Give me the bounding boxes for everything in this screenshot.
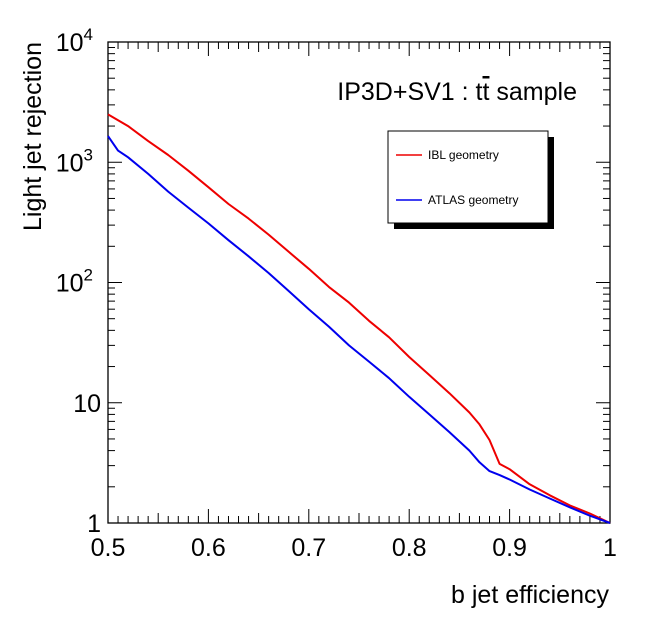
legend-box [387, 130, 549, 224]
x-tick-label: 0.8 [392, 534, 427, 562]
x-axis-label: b jet efficiency [451, 581, 609, 609]
x-tick-label: 0.9 [492, 534, 527, 562]
y-tick-label: 1 [87, 510, 101, 538]
plot-frame [107, 41, 611, 524]
y-tick-label: 103 [56, 145, 93, 177]
chart-annotation: IP3D+SV1 : tt sample [337, 78, 577, 106]
y-tick-exponent: 4 [84, 25, 93, 44]
x-tick-label: 0.5 [91, 534, 126, 562]
x-tick-label: 1 [603, 534, 617, 562]
series-line-atlas-geometry [107, 135, 611, 524]
y-tick-base: 1 [87, 510, 101, 538]
annotation-head: IP3D+SV1 : t [337, 78, 482, 106]
y-tick-base: 10 [56, 29, 84, 57]
x-tick-labels: 0.5 0.6 0.7 0.8 0.9 1 [91, 534, 617, 562]
y-axis-label: Light jet rejection [19, 42, 47, 231]
y-tick-base: 10 [56, 270, 84, 298]
legend-label-atlas: ATLAS geometry [428, 193, 518, 207]
x-tick-label: 0.6 [191, 534, 226, 562]
annotation-tbar: t [483, 78, 490, 106]
y-tick-base: 10 [56, 149, 84, 177]
series-lines [107, 113, 611, 524]
y-tick-exponent: 2 [84, 266, 93, 285]
annotation-tail: sample [489, 78, 577, 106]
y-tick-base: 10 [73, 390, 101, 418]
x-tick-label: 0.7 [291, 534, 326, 562]
series-line-ibl-geometry [107, 113, 611, 524]
y-tick-exponent: 3 [84, 145, 93, 164]
y-tick-label: 10 [73, 390, 101, 418]
legend-label-ibl: IBL geometry [428, 148, 499, 162]
y-tick-label: 102 [56, 266, 93, 298]
axis-ticks [107, 42, 611, 524]
y-tick-label: 104 [56, 25, 93, 57]
legend: IBL geometry ATLAS geometry [387, 130, 554, 229]
